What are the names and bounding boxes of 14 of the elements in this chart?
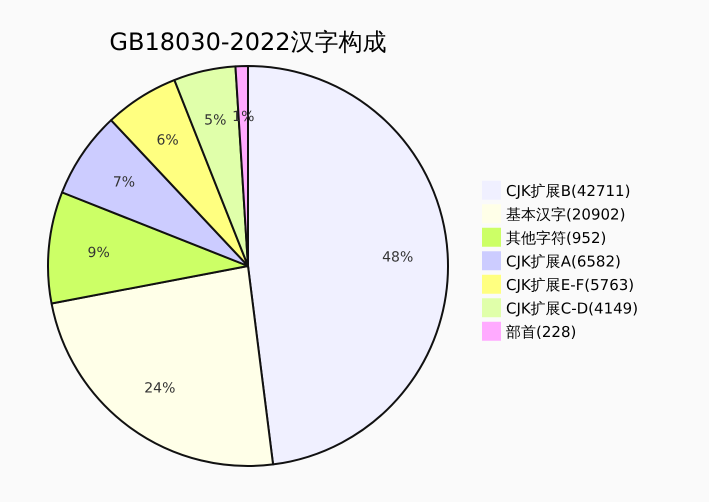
data-label: 9% <box>88 244 110 261</box>
legend-label: 其他字符(952) <box>506 228 606 247</box>
legend-label: CJK扩展E-F(5763) <box>506 276 634 294</box>
legend-label: CJK扩展C-D(4149) <box>506 299 638 318</box>
legend-label: CJK扩展A(6582) <box>506 252 621 270</box>
legend-label: 基本汉字(20902) <box>506 205 626 224</box>
data-label: 48% <box>382 250 414 266</box>
slice-label: CJK扩展B(42711) <box>506 182 630 200</box>
data-label: 24% <box>144 380 176 396</box>
legend-label: 部首(228) <box>506 322 576 341</box>
data-label: 7% <box>112 174 136 191</box>
chart-title: GB18030-2022汉字构成 <box>109 28 387 56</box>
data-label: 6% <box>156 132 179 148</box>
data-label: 5% <box>204 112 226 129</box>
